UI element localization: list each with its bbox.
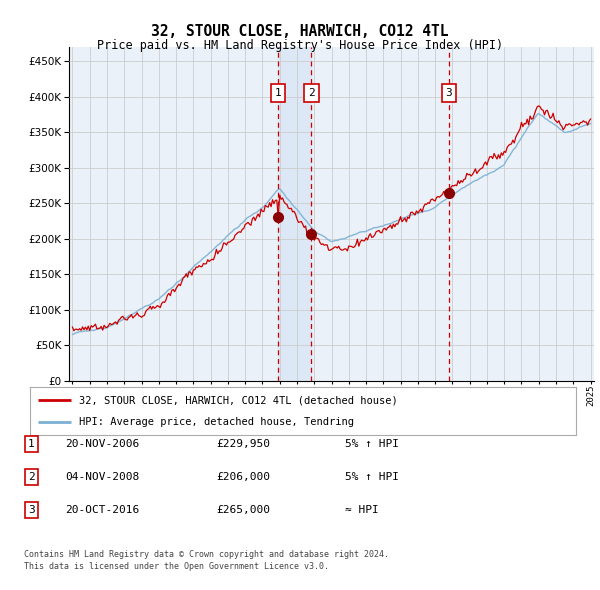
Text: £229,950: £229,950 [216,439,270,448]
Text: 3: 3 [28,505,35,514]
Text: HPI: Average price, detached house, Tendring: HPI: Average price, detached house, Tend… [79,417,354,427]
Text: £206,000: £206,000 [216,472,270,481]
Text: 20-OCT-2016: 20-OCT-2016 [65,505,139,514]
Text: Contains HM Land Registry data © Crown copyright and database right 2024.: Contains HM Land Registry data © Crown c… [24,550,389,559]
Text: This data is licensed under the Open Government Licence v3.0.: This data is licensed under the Open Gov… [24,562,329,571]
Text: 04-NOV-2008: 04-NOV-2008 [65,472,139,481]
Text: Price paid vs. HM Land Registry's House Price Index (HPI): Price paid vs. HM Land Registry's House … [97,39,503,52]
Text: 5% ↑ HPI: 5% ↑ HPI [345,472,399,481]
Text: 1: 1 [274,88,281,99]
Text: 5% ↑ HPI: 5% ↑ HPI [345,439,399,448]
Bar [278,47,311,381]
Text: ≈ HPI: ≈ HPI [345,505,379,514]
Text: 32, STOUR CLOSE, HARWICH, CO12 4TL: 32, STOUR CLOSE, HARWICH, CO12 4TL [151,24,449,38]
Text: 1: 1 [28,439,35,448]
Text: 2: 2 [308,88,315,99]
Text: 3: 3 [446,88,452,99]
Text: 32, STOUR CLOSE, HARWICH, CO12 4TL (detached house): 32, STOUR CLOSE, HARWICH, CO12 4TL (deta… [79,395,398,405]
Text: 20-NOV-2006: 20-NOV-2006 [65,439,139,448]
Text: £265,000: £265,000 [216,505,270,514]
Text: 2: 2 [28,472,35,481]
